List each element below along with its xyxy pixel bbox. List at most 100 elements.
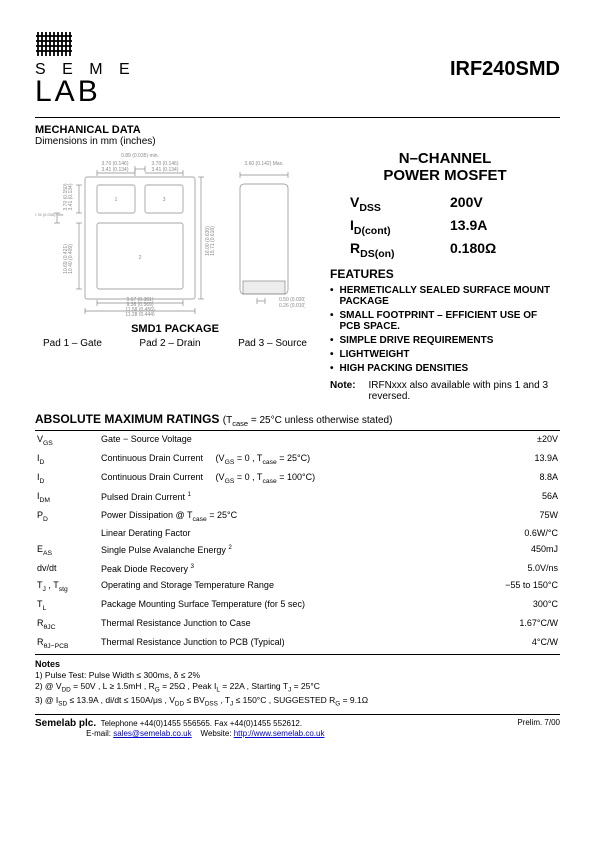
ratings-heading: ABSOLUTE MAXIMUM RATINGS (Tcase = 25°C u… <box>35 412 560 428</box>
contact-info: Telephone +44(0)1455 556565. Fax +44(0)1… <box>101 719 303 728</box>
rating-value: 300°C <box>466 596 560 615</box>
ratings-row: ID Continuous Drain Current (VGS = 0 , T… <box>35 450 560 469</box>
ratings-table: VGS Gate − Source Voltage ±20VID Continu… <box>35 431 560 652</box>
footer: Semelab plc. Telephone +44(0)1455 556565… <box>35 718 560 738</box>
part-number: IRF240SMD <box>450 58 560 81</box>
spec-rds-value: 0.180Ω <box>450 240 496 260</box>
rating-description: Package Mounting Surface Temperature (fo… <box>99 596 466 615</box>
rating-symbol: EAS <box>35 541 99 560</box>
rating-description: Peak Diode Recovery 3 <box>99 560 466 577</box>
note-line: 3) @ ISD ≤ 13.9A , di/dt ≤ 150A/μs , VDD… <box>35 695 560 708</box>
pad-2-label: Pad 2 – Drain <box>139 338 200 349</box>
ratings-row: ID Continuous Drain Current (VGS = 0 , T… <box>35 469 560 488</box>
svg-text:11.28 (0.444): 11.28 (0.444) <box>125 312 155 316</box>
svg-text:3.41 (0.134): 3.41 (0.134) <box>102 167 129 173</box>
logo-icon <box>35 30 73 58</box>
rating-symbol <box>35 525 99 541</box>
feature-item: SIMPLE DRIVE REQUIREMENTS <box>340 335 494 346</box>
rating-value: 450mJ <box>466 541 560 560</box>
rating-symbol: RθJC <box>35 615 99 634</box>
rating-description: Pulsed Drain Current 1 <box>99 488 466 507</box>
ratings-row: TJ , Tstg Operating and Storage Temperat… <box>35 577 560 596</box>
ratings-row: dv/dt Peak Diode Recovery 3 5.0V/ns <box>35 560 560 577</box>
ratings-row: Linear Derating Factor 0.6W/°C <box>35 525 560 541</box>
pad-3-label: Pad 3 – Source <box>238 338 307 349</box>
svg-text:1: 1 <box>115 197 118 203</box>
rating-description: Operating and Storage Temperature Range <box>99 577 466 596</box>
ratings-row: PD Power Dissipation @ Tcase = 25°C 75W <box>35 507 560 526</box>
doc-revision: Prelim. 7/00 <box>517 718 560 738</box>
feature-item: HERMETICALLY SEALED SURFACE MOUNT PACKAG… <box>340 285 560 307</box>
feature-item: HIGH PACKING DENSITIES <box>340 363 469 374</box>
feature-item: LIGHTWEIGHT <box>340 349 410 360</box>
device-title: N–CHANNEL POWER MOSFET <box>330 151 560 184</box>
svg-text:3.60 (0.142) Max.: 3.60 (0.142) Max. <box>244 161 283 167</box>
rating-value: 5.0V/ns <box>466 560 560 577</box>
spec-id-param: ID(cont) <box>350 217 450 237</box>
mechanical-data-title: MECHANICAL DATA <box>35 124 560 136</box>
ratings-row: RθJ−PCB Thermal Resistance Junction to P… <box>35 634 560 653</box>
pad-1-label: Pad 1 – Gate <box>43 338 102 349</box>
rating-description: Linear Derating Factor <box>99 525 466 541</box>
package-diagram: 1 3 2 0.89 (0.035) min. 3.70 (0.146) 3.4… <box>35 151 305 316</box>
header-divider <box>35 117 560 118</box>
website-link[interactable]: http://www.semelab.co.uk <box>234 729 325 738</box>
rating-description: Thermal Resistance Junction to PCB (Typi… <box>99 634 466 653</box>
svg-text:2: 2 <box>139 255 142 261</box>
spec-vdss-param: VDSS <box>350 194 450 214</box>
notes-heading: Notes <box>35 659 560 669</box>
company-logo: S E M E LAB <box>35 30 136 109</box>
note-block: Note: IRFNxxx also available with pins 1… <box>330 380 560 402</box>
svg-text:3.41 (0.134): 3.41 (0.134) <box>68 183 74 210</box>
rating-symbol: PD <box>35 507 99 526</box>
spec-rds-param: RDS(on) <box>350 240 450 260</box>
ratings-row: RθJC Thermal Resistance Junction to Case… <box>35 615 560 634</box>
rating-description: Thermal Resistance Junction to Case <box>99 615 466 634</box>
rating-value: 8.8A <box>466 469 560 488</box>
rating-description: Gate − Source Voltage <box>99 431 466 450</box>
features-heading: FEATURES <box>330 267 560 281</box>
rating-symbol: RθJ−PCB <box>35 634 99 653</box>
rating-symbol: IDM <box>35 488 99 507</box>
svg-text:0.76 (0.030) min.: 0.76 (0.030) min. <box>35 212 64 217</box>
features-list: •HERMETICALLY SEALED SURFACE MOUNT PACKA… <box>330 285 560 374</box>
rating-description: Power Dissipation @ Tcase = 25°C <box>99 507 466 526</box>
spec-id-value: 13.9A <box>450 217 487 237</box>
package-name: SMD1 PACKAGE <box>35 323 315 335</box>
spec-vdss-value: 200V <box>450 194 483 214</box>
company-name: Semelab plc. <box>35 718 96 729</box>
svg-text:15.71 (0.618): 15.71 (0.618) <box>210 226 216 256</box>
rating-value: 56A <box>466 488 560 507</box>
ratings-divider-bottom <box>35 654 560 655</box>
key-specs: VDSS200V ID(cont)13.9A RDS(on)0.180Ω <box>350 194 560 259</box>
email-link[interactable]: sales@semelab.co.uk <box>113 729 191 738</box>
svg-text:3: 3 <box>163 197 166 203</box>
rating-symbol: ID <box>35 469 99 488</box>
rating-value: ±20V <box>466 431 560 450</box>
rating-symbol: ID <box>35 450 99 469</box>
ratings-row: IDM Pulsed Drain Current 1 56A <box>35 488 560 507</box>
rating-value: −55 to 150°C <box>466 577 560 596</box>
svg-text:0.26 (0.010): 0.26 (0.010) <box>279 303 305 309</box>
footer-divider <box>35 714 560 715</box>
rating-value: 4°C/W <box>466 634 560 653</box>
rating-description: Continuous Drain Current (VGS = 0 , Tcas… <box>99 469 466 488</box>
rating-symbol: TL <box>35 596 99 615</box>
ratings-row: EAS Single Pulse Avalanche Energy 2 450m… <box>35 541 560 560</box>
svg-text:0.89 (0.035) min.: 0.89 (0.035) min. <box>121 153 159 159</box>
feature-item: SMALL FOOTPRINT – EFFICIENT USE OF PCB S… <box>340 310 560 332</box>
note-text: IRFNxxx also available with pins 1 and 3… <box>368 380 560 402</box>
rating-value: 13.9A <box>466 450 560 469</box>
rating-description: Single Pulse Avalanche Energy 2 <box>99 541 466 560</box>
rating-value: 0.6W/°C <box>466 525 560 541</box>
rating-value: 75W <box>466 507 560 526</box>
note-line: 1) Pulse Test: Pulse Width ≤ 300ms, δ ≤ … <box>35 670 560 680</box>
svg-text:3.41 (0.134): 3.41 (0.134) <box>152 167 179 173</box>
svg-text:10.40 (0.409): 10.40 (0.409) <box>68 244 74 274</box>
note-line: 2) @ VDD = 50V , L ≥ 1.5mH , RG = 25Ω , … <box>35 681 560 694</box>
note-label: Note: <box>330 380 368 402</box>
pad-labels: Pad 1 – Gate Pad 2 – Drain Pad 3 – Sourc… <box>35 338 315 349</box>
ratings-row: TL Package Mounting Surface Temperature … <box>35 596 560 615</box>
logo-text-lab: LAB <box>35 75 136 109</box>
rating-symbol: VGS <box>35 431 99 450</box>
